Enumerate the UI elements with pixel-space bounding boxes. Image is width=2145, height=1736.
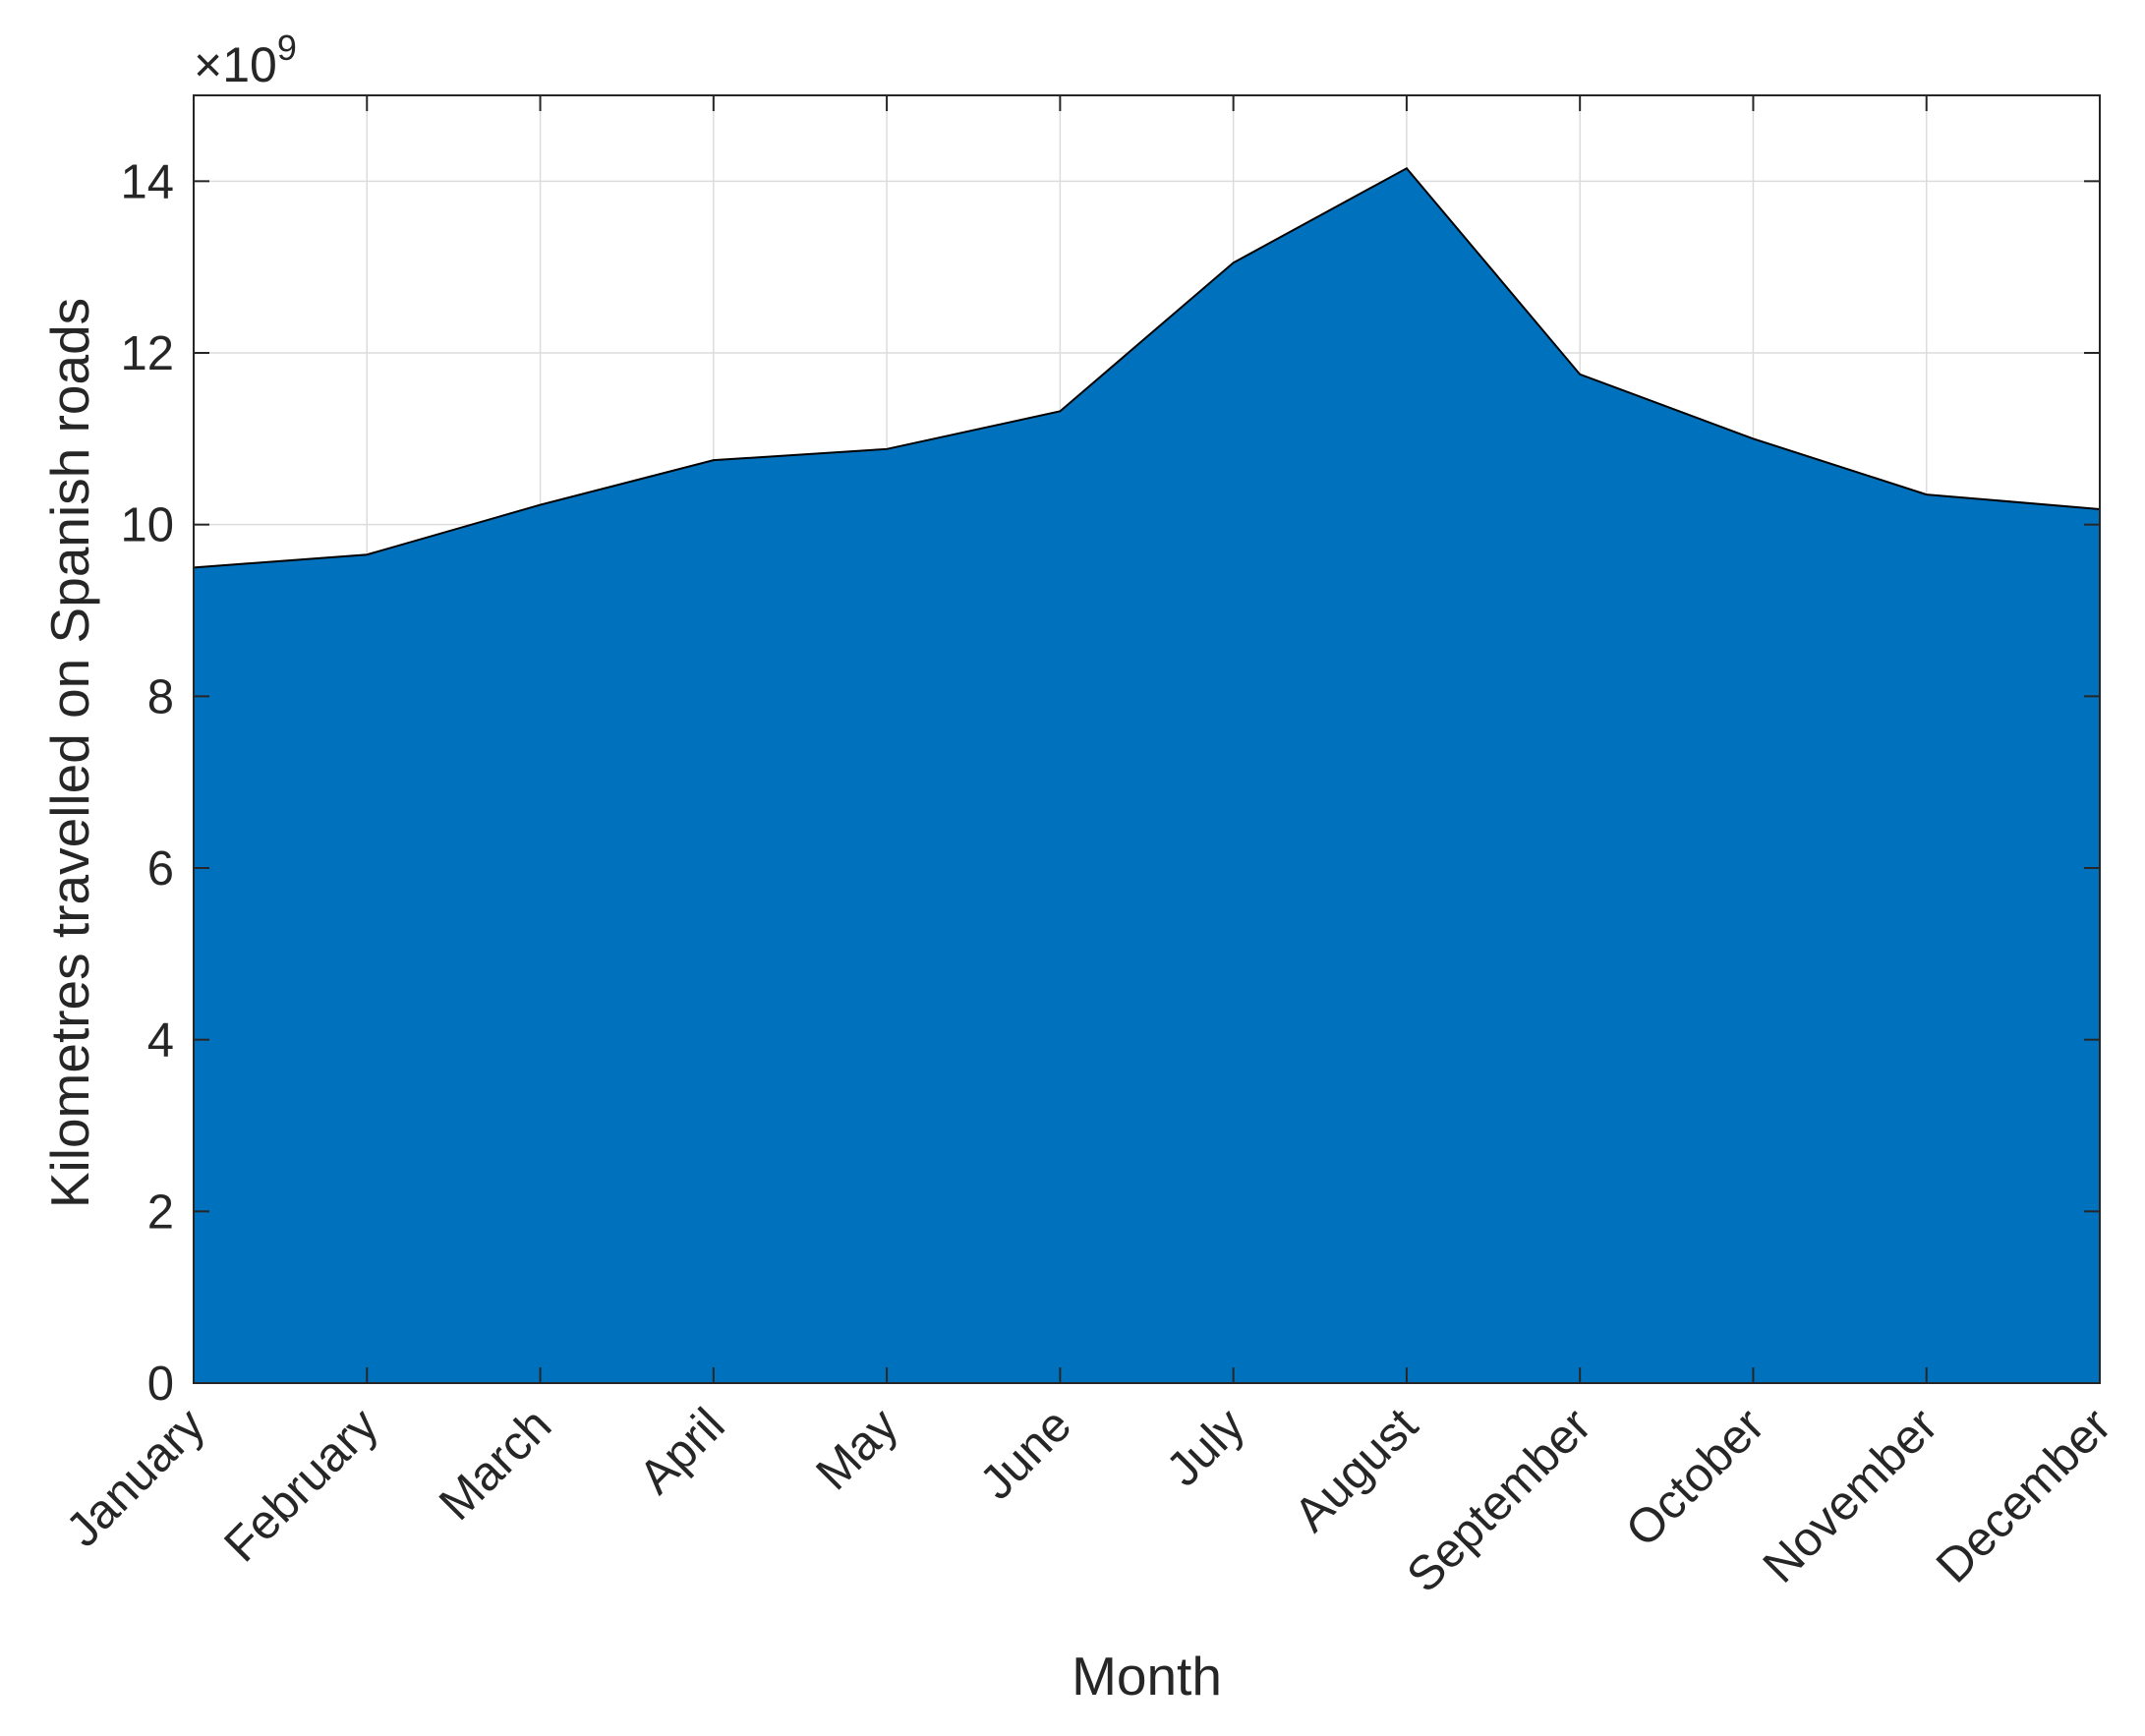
y-tick-label: 4 [147,1014,174,1068]
y-tick-label: 10 [120,499,174,552]
y-tick-label: 8 [147,670,174,723]
y-tick-label: 2 [147,1186,174,1239]
y-tick-label: 14 [120,155,174,208]
x-axis-title: Month [1072,1646,1222,1707]
y-tick-label: 12 [120,327,174,380]
y-tick-label: 6 [147,842,174,896]
y-axis-title: Kilometres travelled on Spanish roads [39,298,100,1208]
y-tick-label: 0 [147,1358,174,1411]
